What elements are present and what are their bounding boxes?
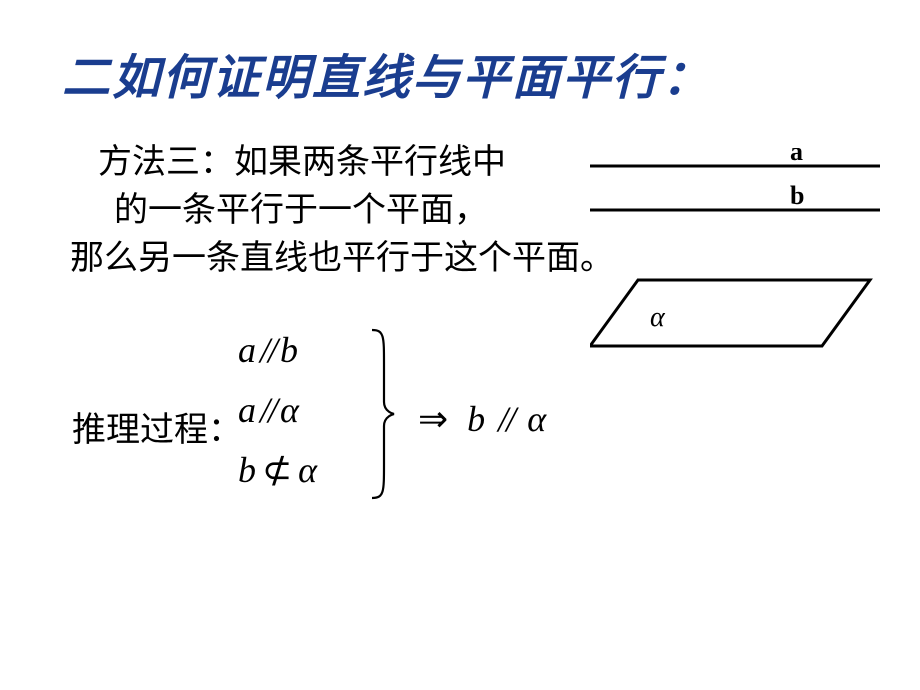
premise-1: a // b — [238, 320, 317, 380]
var-a: a — [238, 329, 256, 371]
var-a: a — [238, 389, 256, 431]
var-b: b — [467, 399, 485, 439]
body-line-3: 那么另一条直线也平行于这个平面。 — [70, 234, 614, 283]
right-brace — [368, 324, 398, 504]
var-b: b — [280, 329, 298, 371]
premise-2: a // α — [238, 380, 317, 440]
var-alpha: α — [280, 389, 299, 431]
var-alpha: α — [298, 449, 317, 491]
var-b: b — [238, 449, 256, 491]
label-b: b — [790, 181, 804, 210]
reasoning-label: 推理过程： — [72, 402, 242, 451]
body-line-1: 方法三：如果两条平行线中 — [98, 138, 506, 187]
label-alpha: α — [650, 302, 666, 333]
body-line-2: 的一条平行于一个平面， — [114, 186, 488, 235]
var-alpha: α — [527, 399, 546, 439]
plane-alpha — [590, 280, 870, 346]
conclusion: ⇒ b // α — [418, 398, 546, 440]
premises-block: a // b a // α b ⊄ α — [238, 320, 317, 500]
implies-sym: ⇒ — [418, 399, 448, 439]
parallel-sym: // — [260, 329, 276, 371]
not-subset-sym: ⊄ — [262, 449, 292, 491]
geometry-diagram: a b α — [590, 148, 880, 358]
label-a: a — [790, 148, 803, 166]
premise-3: b ⊄ α — [238, 440, 317, 500]
parallel-sym: // — [260, 389, 276, 431]
parallel-sym: // — [498, 399, 514, 439]
section-title: 二如何证明直线与平面平行： — [62, 38, 712, 108]
